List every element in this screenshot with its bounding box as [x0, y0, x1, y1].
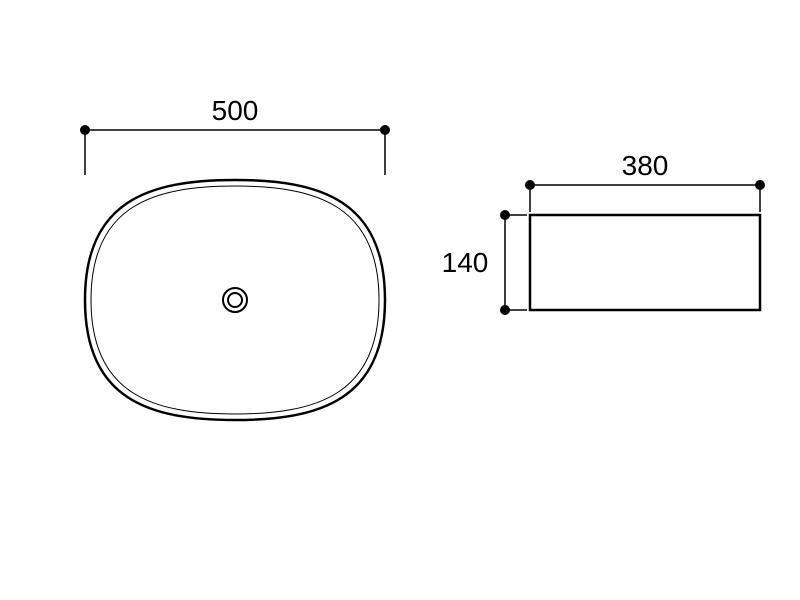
dim-arrow-h-top-icon	[500, 210, 510, 220]
drawing-container: 500 380 140	[0, 0, 800, 600]
dim-label-500: 500	[212, 95, 259, 126]
top-view: 500	[80, 95, 390, 420]
dim-arrow-right-icon	[380, 125, 390, 135]
basin-inner-rim	[91, 186, 379, 414]
dim-arrow-h-bot-icon	[500, 305, 510, 315]
basin-outline	[85, 180, 385, 420]
side-outline	[530, 215, 760, 310]
technical-drawing-svg: 500 380 140	[0, 0, 800, 600]
side-view: 380 140	[442, 150, 765, 315]
drain-inner-icon	[228, 293, 242, 307]
dim-label-380: 380	[622, 150, 669, 181]
dim-label-140: 140	[442, 247, 489, 278]
dim-arrow-w-right-icon	[755, 180, 765, 190]
dim-arrow-left-icon	[80, 125, 90, 135]
dim-arrow-w-left-icon	[525, 180, 535, 190]
drain-outer-icon	[223, 288, 247, 312]
